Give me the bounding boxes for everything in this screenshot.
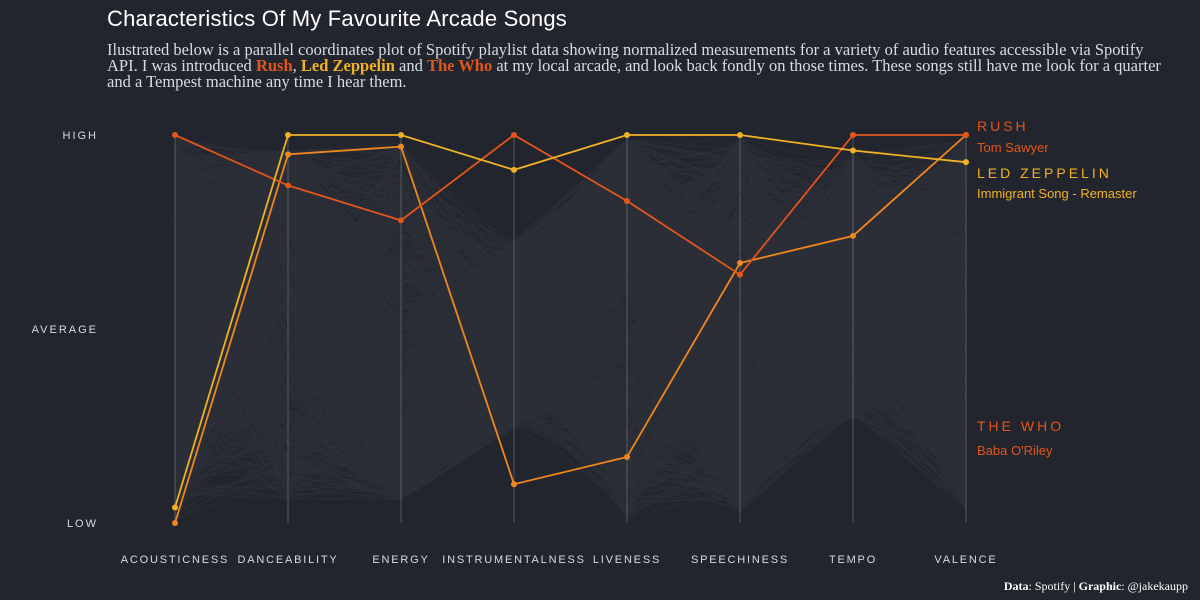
series-point-rush-danceability (285, 182, 291, 189)
series-point-rush-valence (963, 132, 969, 138)
axis-label-tempo: TEMPO (829, 554, 877, 566)
axis-label-valence: VALENCE (934, 554, 997, 566)
series-point-led-zeppelin-tempo (850, 147, 856, 154)
series-point-rush-speechiness (737, 271, 743, 278)
series-point-led-zeppelin-danceability (285, 132, 291, 138)
background-lines (174, 135, 967, 524)
series-point-led-zeppelin-liveness (624, 132, 630, 138)
label-band-rush: RUSH (977, 118, 1029, 134)
series-point-the-who-energy (398, 143, 404, 150)
series-point-rush-tempo (850, 132, 856, 138)
subtitle-band-led-zeppelin: Led Zeppelin (300, 56, 395, 75)
chart-title: Characteristics Of My Favourite Arcade S… (107, 6, 567, 31)
caption-graphic-value: : @jakekaupp (1121, 579, 1188, 593)
series-point-rush-liveness (624, 197, 630, 204)
subtitle-text-2: at my local arcade, and look back fondly… (107, 56, 1161, 91)
caption-graphic-label: Graphic (1078, 579, 1122, 593)
subtitle-band-the-who: The Who (426, 56, 493, 75)
chart-subtitle: Ilustrated below is a parallel coordinat… (107, 40, 1167, 91)
background-song-lines (174, 135, 967, 524)
series-point-led-zeppelin-speechiness (737, 132, 743, 138)
axes: ACOUSTICNESS DANCEABILITY ENERGY INSTRUMENT… (32, 130, 997, 566)
series-point-rush-energy (398, 217, 404, 224)
y-tick-low: LOW (67, 518, 98, 530)
label-band-led-zeppelin: LED ZEPPELIN (977, 165, 1112, 181)
series-labels: RUSH Tom Sawyer LED ZEPPELIN Immigrant Song… (977, 118, 1137, 458)
series-point-rush-acousticness (172, 132, 178, 138)
series-point-the-who-liveness (624, 454, 630, 461)
axis-label-acousticness: ACOUSTICNESS (121, 554, 229, 566)
series-point-led-zeppelin-instrumentalness (511, 166, 517, 173)
series-point-the-who-tempo (850, 232, 856, 239)
caption-data-label: Data (1003, 579, 1029, 593)
axis-label-speechiness: SPEECHINESS (691, 554, 789, 566)
series-line-rush (174, 133, 966, 276)
subtitle-sep-1: , (292, 56, 301, 75)
series-point-the-who-speechiness (737, 260, 743, 267)
series-point-the-who-danceability (285, 151, 291, 158)
series-point-the-who-instrumentalness (511, 481, 517, 488)
label-song-rush: Tom Sawyer (977, 140, 1049, 155)
series-point-rush-instrumentalness (511, 132, 517, 138)
series-point-led-zeppelin-acousticness (172, 504, 178, 511)
series-point-the-who-acousticness (172, 520, 178, 526)
axis-label-liveness: LIVENESS (593, 554, 661, 566)
y-tick-average: AVERAGE (32, 324, 98, 336)
series-point-led-zeppelin-valence (963, 159, 969, 166)
label-band-the-who: THE WHO (977, 418, 1064, 434)
axis-label-instrumentalness: INSTRUMENTALNESS (442, 554, 586, 566)
label-song-the-who: Baba O'Riley (977, 443, 1053, 458)
subtitle-text-1: Ilustrated below is a parallel coordinat… (107, 40, 1144, 75)
label-song-led-zeppelin: Immigrant Song - Remaster (977, 186, 1137, 201)
subtitle-band-rush: Rush (255, 56, 293, 75)
subtitle-sep-2: and (394, 56, 427, 75)
axis-label-energy: ENERGY (372, 554, 429, 566)
y-tick-high: HIGH (63, 130, 99, 142)
series-point-led-zeppelin-energy (398, 132, 404, 138)
caption-data-value: : Spotify | (1028, 579, 1079, 593)
axis-label-danceability: DANCEABILITY (237, 554, 338, 566)
series-line-led-zeppelin (174, 134, 967, 508)
highlight-series (172, 132, 969, 526)
series-line-the-who (174, 134, 967, 524)
source-caption: Data: Spotify | Graphic: @jakekaupp (1004, 579, 1188, 594)
